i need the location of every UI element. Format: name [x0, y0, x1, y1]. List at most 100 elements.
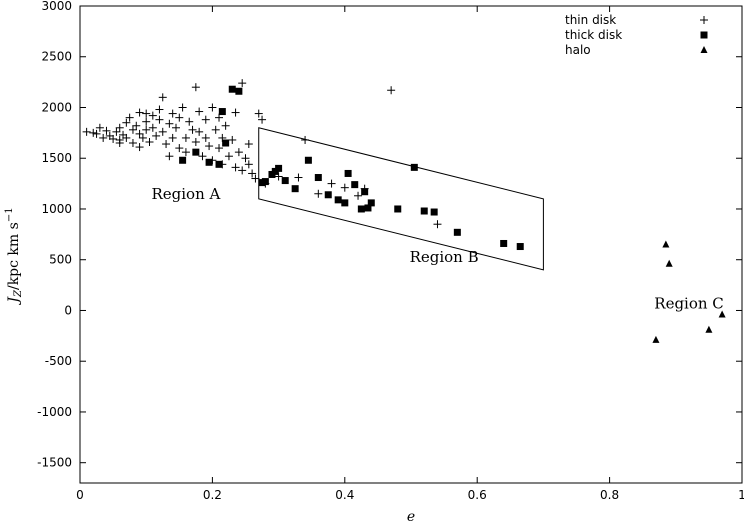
plus-point	[115, 139, 124, 148]
y-axis-label-sup: −1	[4, 207, 15, 222]
plus-point	[238, 79, 247, 88]
square-point	[500, 239, 508, 247]
plus-point	[195, 107, 204, 116]
square-point	[516, 243, 524, 251]
plus-point	[231, 163, 240, 172]
plus-point	[175, 144, 184, 153]
plus-point	[188, 125, 197, 134]
square-point	[367, 199, 375, 207]
square-point	[351, 181, 359, 189]
x-tick-label: 0.2	[203, 488, 222, 502]
plus-point	[155, 105, 164, 114]
region-b-polygon	[258, 127, 544, 271]
plus-point	[198, 152, 207, 161]
square-point	[281, 177, 289, 185]
square-point	[215, 160, 223, 168]
plus-point	[215, 144, 224, 153]
plus-point	[201, 133, 210, 142]
plus-point	[128, 139, 137, 148]
x-axis-label: e	[407, 509, 415, 525]
plus-point	[99, 133, 108, 142]
square-point	[334, 196, 342, 204]
plus-point	[185, 117, 194, 126]
y-tick-label: -1500	[37, 456, 72, 470]
plus-point	[135, 108, 144, 117]
square-point	[291, 185, 299, 193]
plus-point	[142, 117, 151, 126]
plus-point	[158, 127, 167, 136]
plus-point	[128, 125, 137, 134]
plus-point	[168, 133, 177, 142]
plus-point	[125, 113, 134, 122]
plus-point	[122, 118, 131, 127]
plus-point	[251, 174, 260, 183]
region-label: Region B	[410, 248, 479, 266]
plus-point	[231, 108, 240, 117]
plus-point	[258, 115, 267, 124]
y-tick-label: 0	[64, 303, 72, 317]
plus-point	[138, 133, 147, 142]
plus-point	[158, 93, 167, 102]
square-point	[275, 164, 283, 172]
region-label: Region C	[654, 294, 724, 312]
square-point	[361, 188, 369, 196]
plus-point	[82, 127, 91, 136]
plus-point	[165, 119, 174, 128]
plus-point	[171, 123, 180, 132]
square-point	[410, 163, 418, 171]
square-point	[314, 174, 322, 182]
y-tick-label: 1500	[41, 151, 72, 165]
plus-point	[211, 125, 220, 134]
square-point	[228, 85, 236, 93]
series-thick-disk	[179, 85, 524, 251]
square-point	[394, 205, 402, 213]
legend-label: halo	[565, 43, 591, 57]
data-marks	[82, 79, 726, 343]
plus-point	[155, 115, 164, 124]
plus-point	[205, 142, 214, 151]
triangle-point	[662, 240, 670, 248]
plus-point	[135, 129, 144, 138]
region-b-box	[258, 127, 544, 271]
y-tick-label: 3000	[41, 0, 72, 13]
plus-point	[244, 140, 253, 149]
square-point	[357, 205, 365, 213]
plus-point	[238, 166, 247, 175]
region-labels: Region A Region B Region C	[151, 185, 723, 313]
y-axis-label: JZ/kpc km s−1	[4, 207, 24, 305]
legend-marker	[700, 16, 708, 24]
plus-point	[224, 152, 233, 161]
y-axis-label-sub: Z	[13, 289, 24, 298]
square-point	[453, 228, 461, 236]
plus-point	[142, 109, 151, 118]
plus-point	[178, 103, 187, 112]
plus-point	[148, 123, 157, 132]
plus-point	[241, 154, 250, 163]
plus-point	[92, 129, 101, 138]
plus-point	[115, 123, 124, 132]
x-tick-label: 0.8	[600, 488, 619, 502]
plus-point	[132, 121, 141, 130]
triangle-point	[705, 325, 713, 333]
square-point	[179, 156, 187, 164]
plus-point	[152, 131, 161, 140]
plus-point	[208, 103, 217, 112]
plus-point	[221, 121, 230, 130]
plus-point	[112, 127, 121, 136]
triangle-point	[652, 335, 660, 343]
plus-point	[228, 135, 237, 144]
square-point	[341, 199, 349, 207]
region-label: Region A	[151, 185, 220, 203]
axes: 0 0.2 0.4 0.6 0.8 1 -1500 -1000 -500 0 500 1000 1500…	[37, 0, 744, 502]
series-thin-disk	[82, 79, 442, 229]
y-axis-label-main: J	[6, 296, 22, 306]
series-halo	[652, 240, 726, 343]
y-tick-label: -1000	[37, 405, 72, 419]
plus-point	[95, 123, 104, 132]
square-point	[364, 204, 372, 212]
plus-point	[181, 148, 190, 157]
plus-point	[294, 173, 303, 182]
y-tick-label: -500	[45, 354, 72, 368]
plus-point	[327, 179, 336, 188]
square-point	[205, 158, 213, 166]
